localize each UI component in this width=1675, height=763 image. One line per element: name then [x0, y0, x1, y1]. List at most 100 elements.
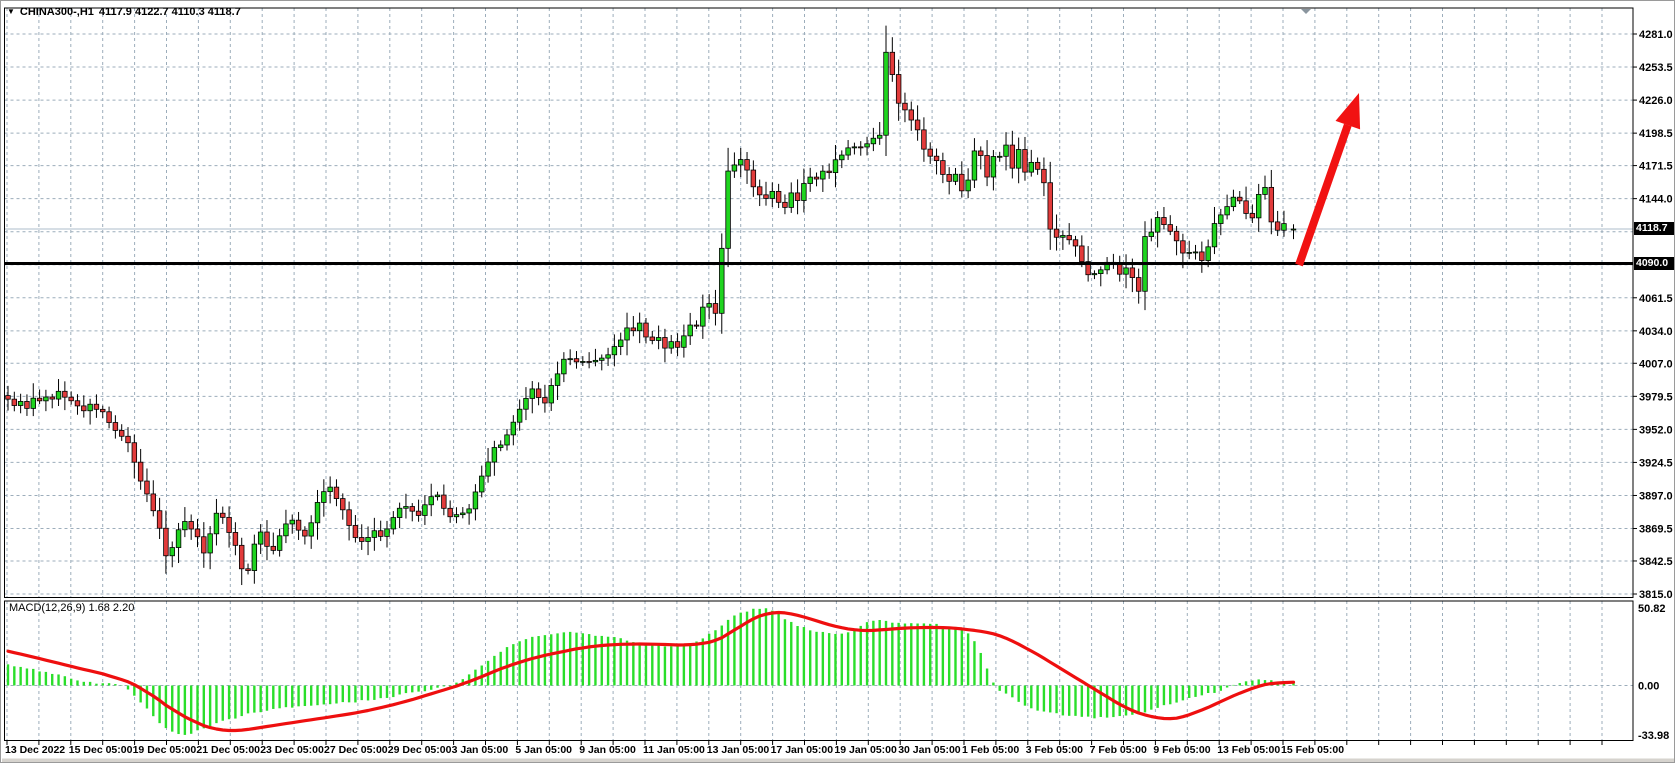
candle-down [908, 101, 914, 131]
candle-down [68, 391, 74, 405]
candle-up [952, 167, 959, 186]
candle-down [11, 391, 18, 412]
candle-up [1015, 137, 1022, 184]
time-axis-label: 7 Feb 05:00 [1090, 744, 1147, 756]
candle-up [1028, 149, 1034, 177]
candle-up [554, 361, 561, 400]
candle-up [636, 312, 643, 344]
candle-up [845, 140, 851, 160]
candle-up [719, 233, 725, 334]
candle-down [239, 537, 245, 586]
grid-lines [4, 8, 1633, 741]
candlestick-series [5, 25, 1297, 586]
macd-panel-border [4, 600, 1634, 741]
candle-up [655, 325, 662, 350]
candle-down [270, 532, 276, 555]
candle-down [93, 394, 100, 418]
candle-up [839, 150, 845, 169]
chart-shift-marker-icon[interactable] [1301, 9, 1311, 14]
candle-up [807, 167, 813, 192]
candle-up [618, 332, 624, 356]
candle-down [889, 37, 896, 82]
candle-up [997, 151, 1003, 162]
macd-axis-label: -33.98 [1638, 730, 1669, 742]
candle-up [422, 495, 428, 526]
candle-up [403, 493, 409, 519]
candle-up [1192, 244, 1199, 260]
time-axis-label: 13 Feb 05:00 [1217, 744, 1280, 756]
symbol-title: ▼ CHINA300-,H1 4117.9 4122.7 4110.3 4118… [7, 6, 241, 18]
candle-down [5, 385, 11, 411]
candle-up [1104, 257, 1110, 275]
price-axis-label: 4198.5 [1639, 128, 1673, 140]
candle-up [516, 399, 523, 431]
candle-up [864, 136, 870, 156]
candle-up [725, 147, 731, 268]
time-axis-label: 30 Jan 05:00 [898, 744, 961, 756]
time-axis[interactable]: 13 Dec 2022 15 Dec 05:00 19 Dec 05:00 21 De… [5, 740, 1603, 757]
candle-up [832, 145, 839, 188]
candle-down [914, 105, 921, 141]
candle-down [1268, 169, 1275, 235]
candle-up [1148, 218, 1155, 242]
candle-up [529, 381, 535, 414]
candle-up [1224, 194, 1230, 220]
candle-down [586, 352, 592, 369]
candle-down [106, 406, 112, 429]
candle-down [112, 415, 119, 439]
candle-down [194, 518, 201, 548]
candle-down [643, 317, 649, 344]
candle-up [460, 507, 466, 519]
candle-down [1041, 157, 1047, 197]
candle-down [782, 194, 788, 215]
candle-down [415, 499, 422, 522]
candle-down [62, 381, 68, 411]
candle-down [1161, 207, 1167, 230]
price-axis-label: 3897.0 [1639, 490, 1673, 502]
candle-down [978, 146, 984, 170]
candle-up [801, 168, 807, 213]
candle-up [1186, 240, 1192, 260]
candle-down [150, 480, 156, 517]
candle-up [43, 389, 49, 412]
candle-up [321, 479, 327, 517]
candle-down [24, 394, 30, 416]
candle-down [226, 506, 232, 548]
price-axis-label: 3815.0 [1639, 589, 1673, 601]
candle-up [700, 294, 706, 339]
candle-down [542, 384, 548, 413]
price-axis-label: 3869.5 [1639, 524, 1673, 536]
candle-down [763, 181, 769, 206]
time-axis-label: 19 Jan 05:00 [834, 744, 897, 756]
price-axis[interactable]: 4281.0 4253.5 4226.0 4198.5 4171.5 4144.0 4061… [1633, 29, 1673, 742]
time-axis-label: 13 Jan 05:00 [707, 744, 770, 756]
candle-down [188, 514, 194, 540]
candle-up [681, 324, 687, 358]
candle-up [314, 489, 321, 540]
symbol-dropdown-icon[interactable]: ▼ [7, 7, 15, 16]
candle-down [927, 142, 933, 164]
candle-down [946, 167, 952, 195]
candle-down [1243, 186, 1249, 220]
candle-up [1262, 175, 1268, 200]
candle-down [118, 424, 125, 441]
candle-up [251, 534, 258, 584]
time-axis-label: 23 Dec 05:00 [260, 744, 324, 756]
candle-down [340, 493, 346, 520]
candle-down [81, 395, 87, 418]
candle-up [283, 509, 289, 544]
candle-up [169, 541, 175, 568]
candle-down [1047, 161, 1053, 250]
candle-up [820, 165, 826, 192]
trend-arrow-annotation[interactable] [1295, 93, 1361, 267]
candle-down [1009, 130, 1016, 179]
candle-down [1167, 215, 1173, 236]
price-axis-label: 3952.0 [1639, 424, 1673, 436]
candle-down [1079, 235, 1085, 268]
candle-up [472, 484, 479, 521]
candle-down [756, 179, 763, 207]
candle-down [895, 59, 902, 121]
time-axis-label: 1 Feb 05:00 [962, 744, 1019, 756]
